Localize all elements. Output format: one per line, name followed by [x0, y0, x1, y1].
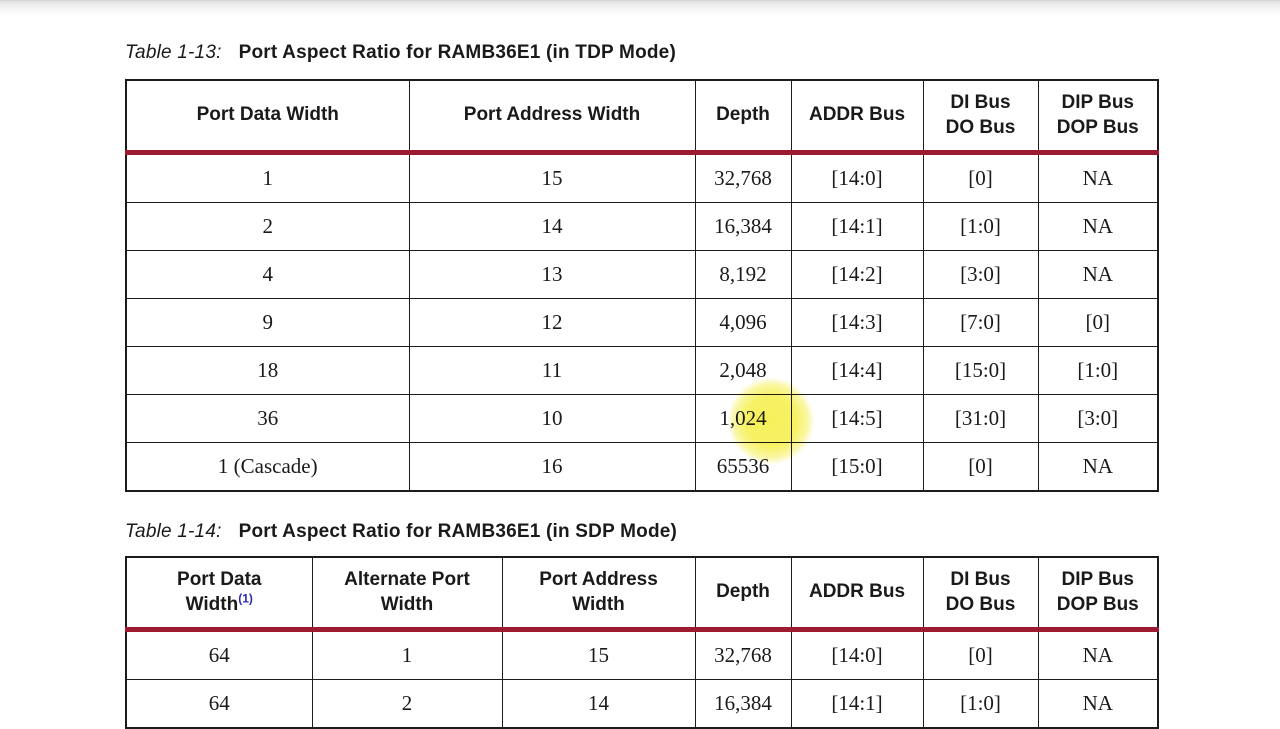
table-cell: 64	[125, 679, 313, 729]
table-1-14-caption: Table 1-14: Port Aspect Ratio for RAMB36…	[125, 521, 1159, 543]
column-header: DIP Bus DOP Bus	[1037, 79, 1159, 155]
column-header: Port Data Width	[125, 79, 410, 155]
header-row: Port Data Width Port Address Width Depth AD…	[125, 79, 1159, 155]
table-cell: [14:4]	[790, 346, 924, 395]
table-cell: [0]	[922, 152, 1039, 203]
table-cell: [14:0]	[790, 629, 924, 680]
table-cell: NA	[1037, 152, 1159, 203]
table-cell: [1:0]	[1037, 346, 1159, 395]
table-cell: 32,768	[694, 152, 792, 203]
table-cell: [14:5]	[790, 394, 924, 443]
tdp-mode-table: Port Data Width Port Address Width Depth AD…	[125, 79, 1159, 492]
table-cell: [31:0]	[922, 394, 1039, 443]
document-content: Table 1-13: Port Aspect Ratio for RAMB36…	[125, 0, 1159, 729]
table-cell: 16	[408, 442, 696, 492]
table-row: 2 14 16,384 [14:1] [1:0] NA	[125, 202, 1159, 251]
table-cell: [0]	[922, 442, 1039, 492]
column-header: DI Bus DO Bus	[922, 556, 1039, 632]
table-cell: NA	[1037, 202, 1159, 251]
column-header: Depth	[694, 556, 792, 632]
table-row: 64 2 14 16,384 [14:1] [1:0] NA	[125, 679, 1159, 729]
table-cell: NA	[1037, 679, 1159, 729]
table-cell: 1	[125, 152, 410, 203]
table-cell: NA	[1037, 442, 1159, 492]
table-cell: 16,384	[694, 202, 792, 251]
table-cell: 8,192	[694, 250, 792, 299]
table-cell: [1:0]	[922, 679, 1039, 729]
sdp-table-body: 64 1 15 32,768 [14:0] [0] NA 64 2 14 16,384 [14:1][…	[125, 629, 1159, 729]
table-cell: 4	[125, 250, 410, 299]
table-row: 18 11 2,048 [14:4] [15:0] [1:0]	[125, 346, 1159, 395]
table-title: Port Aspect Ratio for RAMB36E1 (in TDP M…	[238, 42, 676, 63]
table-cell: [15:0]	[790, 442, 924, 492]
table-label: Table 1-13:	[125, 42, 222, 63]
table-cell: [3:0]	[1037, 394, 1159, 443]
table-cell: 2,048	[694, 346, 792, 395]
footnote-ref: (1)	[238, 591, 253, 606]
table-cell: 1,024	[694, 394, 792, 443]
table-row: 9 12 4,096 [14:3] [7:0] [0]	[125, 298, 1159, 347]
table-cell: NA	[1037, 250, 1159, 299]
table-cell: 14	[501, 679, 696, 729]
table-cell: 11	[408, 346, 696, 395]
table-cell: 15	[501, 629, 696, 680]
table-cell: 36	[125, 394, 410, 443]
table-cell: [15:0]	[922, 346, 1039, 395]
top-edge-shade	[0, 0, 1280, 15]
table-cell: [0]	[1037, 298, 1159, 347]
table-label: Table 1-14:	[125, 521, 222, 542]
table-cell: [14:0]	[790, 152, 924, 203]
table-cell: 12	[408, 298, 696, 347]
table-row: 64 1 15 32,768 [14:0] [0] NA	[125, 629, 1159, 680]
table-cell: 18	[125, 346, 410, 395]
table-cell: [14:2]	[790, 250, 924, 299]
table-cell: [0]	[922, 629, 1039, 680]
table-cell: [14:1]	[790, 679, 924, 729]
column-header: DI Bus DO Bus	[922, 79, 1039, 155]
sdp-mode-table: Port Data Width(1) Alternate Port Width Po…	[125, 556, 1159, 729]
column-header: Port Data Width(1)	[125, 556, 313, 632]
table-cell: 13	[408, 250, 696, 299]
table-row: 1 15 32,768 [14:0] [0] NA	[125, 152, 1159, 203]
table-cell: 4,096	[694, 298, 792, 347]
table-cell: 16,384	[694, 679, 792, 729]
table-title: Port Aspect Ratio for RAMB36E1 (in SDP M…	[238, 521, 678, 542]
table-cell: 1	[311, 629, 503, 680]
table-cell: 1 (Cascade)	[125, 442, 410, 492]
table-cell: [14:1]	[790, 202, 924, 251]
column-header: DIP Bus DOP Bus	[1037, 556, 1159, 632]
column-header: Depth	[694, 79, 792, 155]
table-cell: [14:3]	[790, 298, 924, 347]
tdp-table-body: 1 15 32,768 [14:0] [0] NA 2 14 16,384 [14:1] [1:0]…	[125, 152, 1159, 492]
table-cell: 2	[311, 679, 503, 729]
column-header: Port Address Width	[408, 79, 696, 155]
table-cell: 9	[125, 298, 410, 347]
table-cell: NA	[1037, 629, 1159, 680]
column-header: ADDR Bus	[790, 556, 924, 632]
column-header: ADDR Bus	[790, 79, 924, 155]
table-cell: 14	[408, 202, 696, 251]
table-cell: 32,768	[694, 629, 792, 680]
column-header: Alternate Port Width	[311, 556, 503, 632]
table-cell: 15	[408, 152, 696, 203]
header-row: Port Data Width(1) Alternate Port Width Po…	[125, 556, 1159, 632]
table-row: 36 10 1,024 [14:5] [31:0] [3:0]	[125, 394, 1159, 443]
table-1-13-caption: Table 1-13: Port Aspect Ratio for RAMB36…	[125, 0, 1159, 64]
table-cell: 65536	[694, 442, 792, 492]
column-header: Port Address Width	[501, 556, 696, 632]
table-cell: [7:0]	[922, 298, 1039, 347]
table-cell: 2	[125, 202, 410, 251]
table-cell: 64	[125, 629, 313, 680]
table-cell: 10	[408, 394, 696, 443]
table-cell: [1:0]	[922, 202, 1039, 251]
table-row: 4 13 8,192 [14:2] [3:0] NA	[125, 250, 1159, 299]
table-row: 1 (Cascade) 16 65536 [15:0] [0] NA	[125, 442, 1159, 492]
table-cell: [3:0]	[922, 250, 1039, 299]
